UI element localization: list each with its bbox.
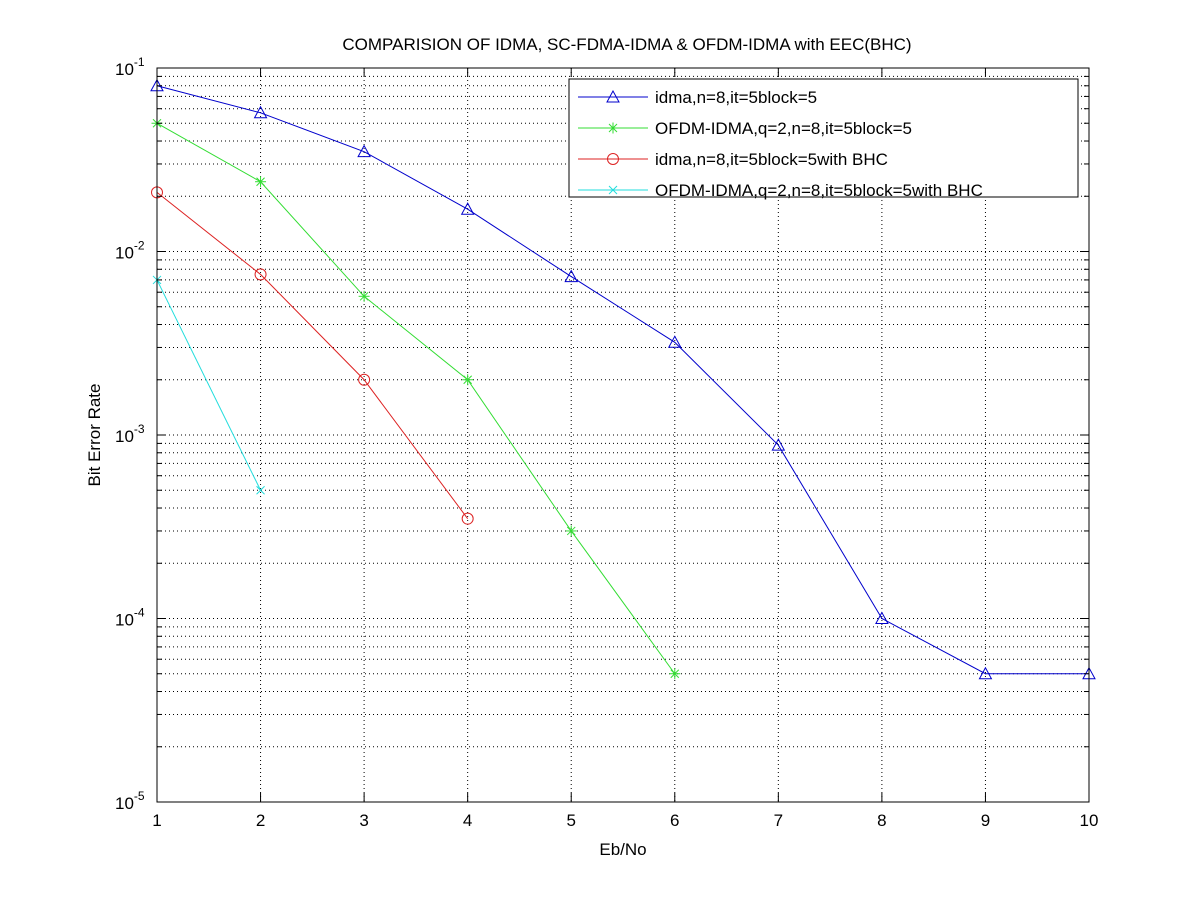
y-tick-label: 10-3 <box>115 422 145 446</box>
legend-entry-1: idma,n=8,it=5block=5 <box>578 88 817 107</box>
y-tick-label: 10-4 <box>115 606 145 630</box>
x-tick-label: 7 <box>774 811 783 830</box>
data-point <box>771 438 786 451</box>
series-line <box>156 85 1089 675</box>
series-4 <box>152 275 265 495</box>
y-tick-base: 10 <box>115 794 134 813</box>
data-point <box>255 176 267 188</box>
data-point <box>256 485 265 495</box>
y-tick-label: 10-1 <box>115 55 145 79</box>
data-point <box>564 269 579 283</box>
y-tick-exponent: -1 <box>134 55 145 69</box>
data-point <box>460 202 475 215</box>
series-layer <box>150 78 1096 680</box>
x-tick-label: 3 <box>359 811 368 830</box>
data-point <box>875 611 889 624</box>
legend-marker <box>607 122 619 134</box>
y-tick-exponent: -4 <box>134 606 145 620</box>
legend-marker <box>607 153 619 165</box>
legend-box <box>568 78 1079 198</box>
y-tick-base: 10 <box>115 60 134 79</box>
data-point <box>358 290 370 302</box>
x-tick-label: 6 <box>670 811 679 830</box>
series-line <box>156 191 469 519</box>
y-tick-label: 10-2 <box>115 239 145 263</box>
legend-label: OFDM-IDMA,q=2,n=8,it=5block=5with BHC <box>655 181 983 200</box>
y-axis-title: Bit Error Rate <box>85 384 104 487</box>
x-tick-label: 4 <box>463 811 472 830</box>
x-tick-label: 5 <box>566 811 575 830</box>
y-tick-exponent: -3 <box>134 422 145 436</box>
data-point <box>358 373 371 386</box>
data-point <box>357 144 371 158</box>
y-tick-exponent: -5 <box>134 789 145 803</box>
data-point <box>565 525 577 537</box>
x-tick-label: 9 <box>981 811 990 830</box>
legend-entry-3: idma,n=8,it=5block=5with BHC <box>578 150 888 169</box>
x-tick-label: 8 <box>877 811 886 830</box>
x-tick-labels: 1 2 3 4 5 6 7 8 9 10 <box>152 811 1098 830</box>
data-point <box>254 268 267 281</box>
legend-marker <box>608 185 618 195</box>
y-tick-labels: 10-110-210-310-410-5 <box>115 55 145 813</box>
y-tick-exponent: -2 <box>134 239 145 253</box>
data-point <box>462 374 474 386</box>
series-1 <box>150 78 1096 680</box>
x-axis-title: Eb/No <box>599 840 646 859</box>
legend-entry-4: OFDM-IDMA,q=2,n=8,it=5block=5with BHC <box>578 181 983 200</box>
data-point <box>667 335 682 348</box>
legend: idma,n=8,it=5block=5 OFDM-IDMA,q=2,n=8,it… <box>568 78 1079 200</box>
x-tick-label: 10 <box>1080 811 1099 830</box>
legend-entry-2: OFDM-IDMA,q=2,n=8,it=5block=5 <box>578 119 912 138</box>
legend-label: OFDM-IDMA,q=2,n=8,it=5block=5 <box>655 119 912 138</box>
data-point <box>461 512 474 525</box>
x-tick-label: 2 <box>256 811 265 830</box>
x-tick-label: 1 <box>152 811 161 830</box>
data-point <box>978 666 993 680</box>
y-tick-base: 10 <box>115 244 134 263</box>
data-point <box>669 668 681 680</box>
y-tick-label: 10-5 <box>115 789 145 813</box>
axis-ticks <box>156 67 1090 803</box>
legend-marker <box>606 89 620 103</box>
data-point <box>253 105 268 119</box>
legend-label: idma,n=8,it=5block=5with BHC <box>655 150 888 169</box>
legend-label: idma,n=8,it=5block=5 <box>655 88 817 107</box>
series-line <box>156 122 676 675</box>
series-line <box>156 279 262 491</box>
chart-title: COMPARISION OF IDMA, SC-FDMA-IDMA & OFDM… <box>342 35 911 54</box>
y-tick-base: 10 <box>115 427 134 446</box>
series-2 <box>151 117 681 680</box>
y-tick-base: 10 <box>115 611 134 630</box>
